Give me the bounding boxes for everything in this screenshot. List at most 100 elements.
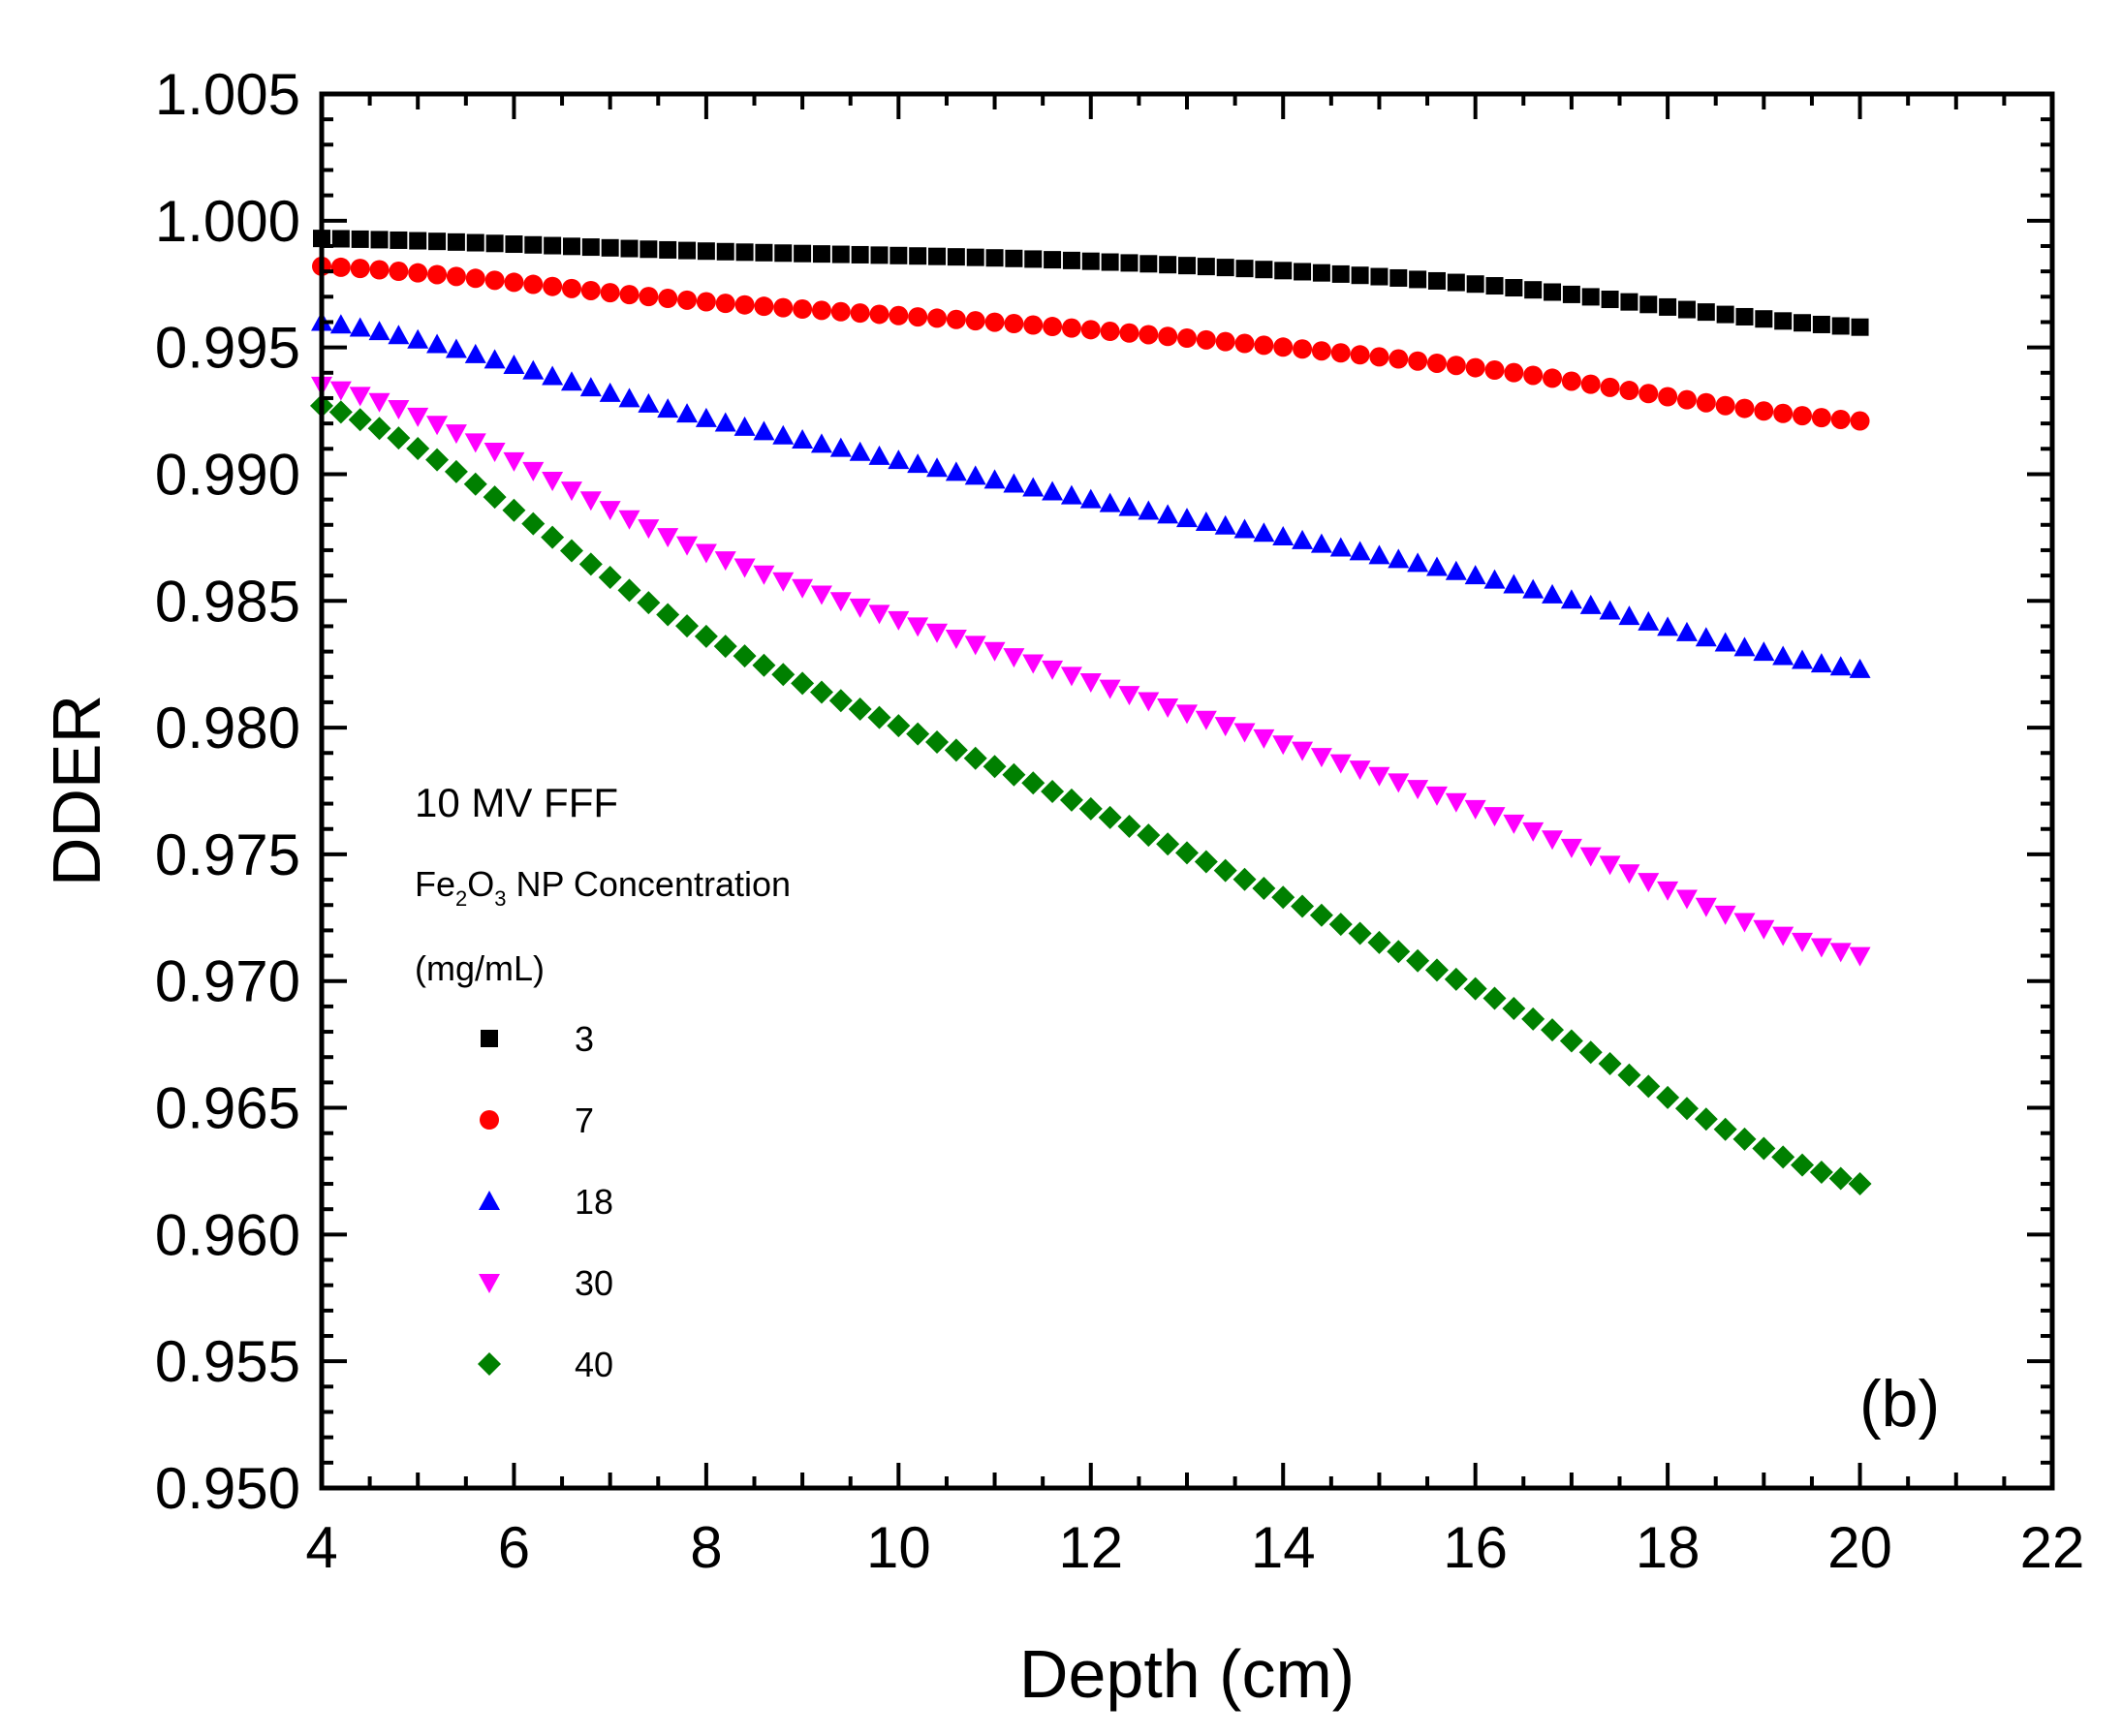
data-point [946, 309, 966, 329]
data-point [581, 238, 600, 257]
data-point [985, 249, 1004, 267]
data-point [1389, 349, 1409, 369]
data-point [542, 365, 564, 386]
data-point [1367, 930, 1391, 954]
data-point [1120, 254, 1139, 272]
data-point [735, 243, 754, 262]
data-point [752, 653, 776, 677]
data-point [1716, 305, 1734, 324]
data-point [1829, 943, 1852, 963]
data-point [1309, 903, 1333, 927]
data-point [484, 443, 506, 463]
data-point [1043, 317, 1063, 337]
data-point [887, 714, 911, 738]
data-point [1792, 932, 1814, 952]
data-point [599, 382, 621, 402]
data-point [521, 512, 546, 536]
data-point [1791, 1153, 1815, 1177]
data-point [849, 441, 871, 461]
data-point [983, 755, 1007, 779]
data-point [867, 705, 891, 729]
data-point [544, 236, 562, 255]
data-point [945, 630, 967, 650]
data-point [773, 297, 794, 318]
data-point [406, 437, 430, 461]
data-point [1424, 958, 1449, 982]
data-point [1407, 780, 1429, 800]
data-point [1794, 314, 1812, 332]
data-point [1426, 353, 1447, 373]
data-point [427, 264, 448, 285]
data-point [1639, 295, 1658, 314]
legend-concentration-label: Fe2O3 NP Concentration [415, 864, 791, 911]
data-point [428, 232, 447, 251]
data-point [1427, 271, 1446, 290]
y-tick-label: 1.000 [155, 189, 300, 254]
data-point [1157, 698, 1179, 718]
data-point [659, 240, 677, 259]
data-point [559, 539, 583, 563]
data-point [753, 420, 775, 441]
data-point [983, 641, 1006, 662]
data-point [369, 260, 390, 280]
data-point [483, 485, 507, 510]
series-3 [313, 230, 1869, 336]
data-point [811, 300, 831, 321]
data-point [1044, 251, 1062, 269]
data-point [1042, 480, 1064, 501]
data-point [484, 270, 505, 291]
data-point [1409, 270, 1427, 289]
data-point [1062, 251, 1080, 269]
data-point [1407, 552, 1429, 573]
data-point [1445, 560, 1467, 580]
data-point [791, 671, 815, 696]
data-point [1638, 610, 1660, 631]
y-tick-label: 0.985 [155, 569, 300, 634]
data-point [1774, 312, 1793, 330]
data-point [1463, 976, 1487, 1001]
data-point [1849, 658, 1871, 678]
data-point [331, 230, 350, 248]
data-points [310, 230, 1872, 1196]
data-point [1294, 263, 1312, 281]
data-point [1753, 641, 1775, 662]
data-point [485, 234, 504, 253]
data-point [1638, 873, 1660, 893]
data-point [578, 552, 603, 576]
data-point [695, 407, 717, 427]
data-point [1137, 823, 1161, 848]
data-point [1753, 919, 1775, 940]
data-point [408, 263, 428, 283]
data-point [1676, 389, 1697, 410]
x-tick-label: 10 [866, 1515, 931, 1580]
data-point [1483, 569, 1506, 589]
data-point [1041, 779, 1065, 803]
data-point [502, 498, 526, 522]
data-point [1580, 374, 1601, 394]
data-point [1505, 279, 1523, 297]
data-point [1157, 504, 1179, 524]
data-point [1542, 583, 1564, 604]
data-point [1368, 766, 1390, 787]
data-point [1370, 267, 1389, 286]
data-point [1483, 807, 1506, 827]
data-point [387, 426, 411, 450]
y-tick-label: 0.995 [155, 316, 300, 381]
data-point [1810, 653, 1832, 673]
data-point [1714, 905, 1736, 925]
series-18 [311, 311, 1871, 678]
data-point [1368, 544, 1390, 565]
legend-marker [478, 1352, 501, 1376]
data-point [944, 738, 968, 762]
data-point [1599, 600, 1621, 620]
data-point [445, 424, 467, 445]
data-point [1675, 621, 1698, 641]
data-point [1117, 815, 1141, 839]
data-point [1253, 522, 1275, 542]
data-point [1560, 589, 1582, 609]
data-point [714, 551, 736, 572]
data-point [1118, 496, 1140, 516]
data-point [676, 536, 699, 556]
data-point [1696, 392, 1716, 413]
data-point [504, 272, 524, 293]
